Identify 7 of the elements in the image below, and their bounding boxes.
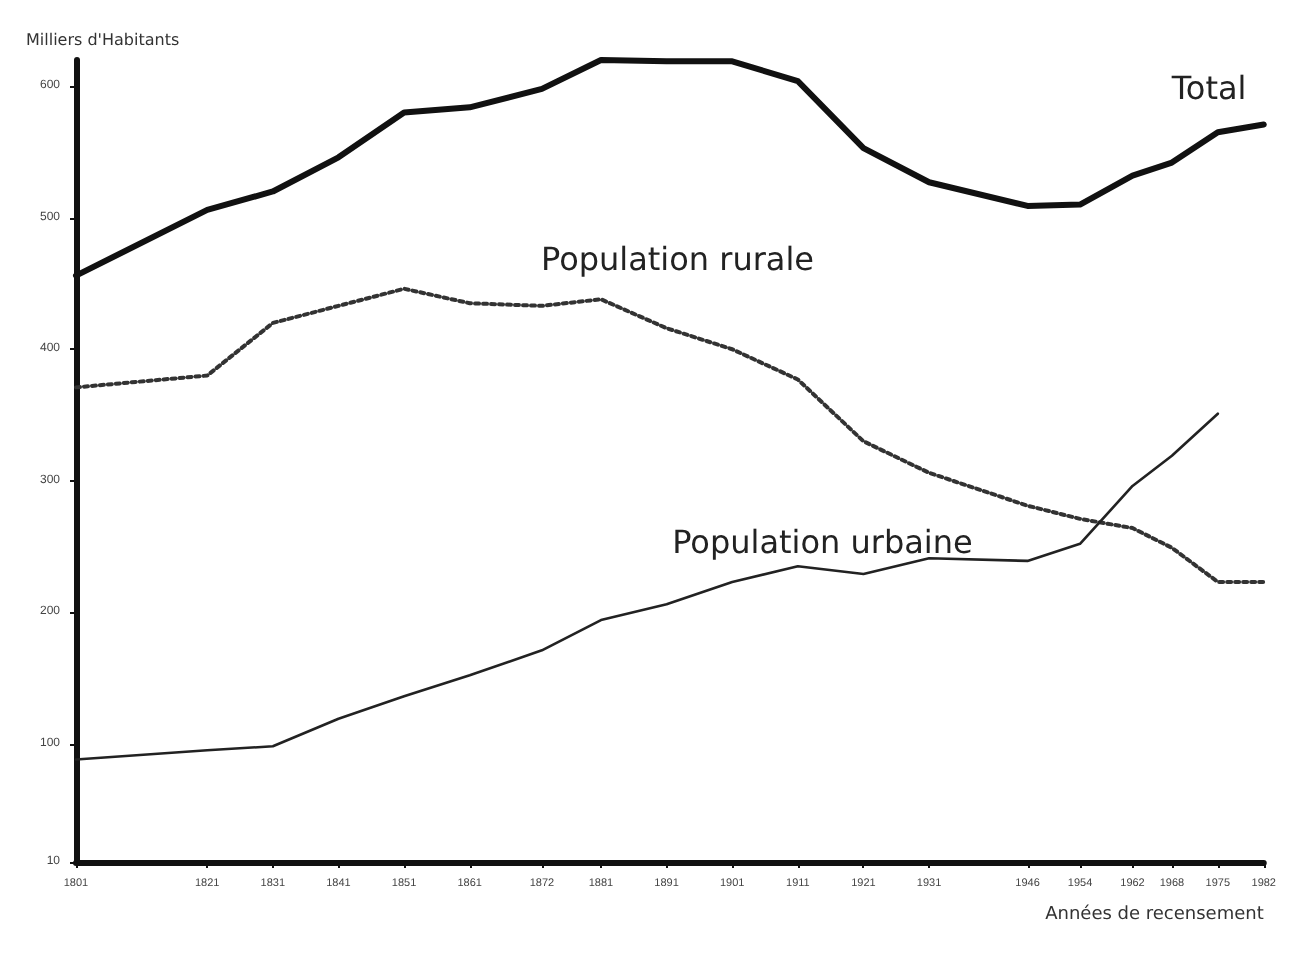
- x-axis-title: Années de recensement: [1045, 903, 1265, 925]
- series-label: Population urbaine: [672, 522, 973, 561]
- line-series: [74, 412, 1220, 761]
- y-axis-title: Milliers d'Habitants: [26, 31, 180, 49]
- series-label: Population rurale: [540, 240, 815, 279]
- series-label: Total: [1169, 69, 1247, 108]
- line-series: [74, 286, 1266, 584]
